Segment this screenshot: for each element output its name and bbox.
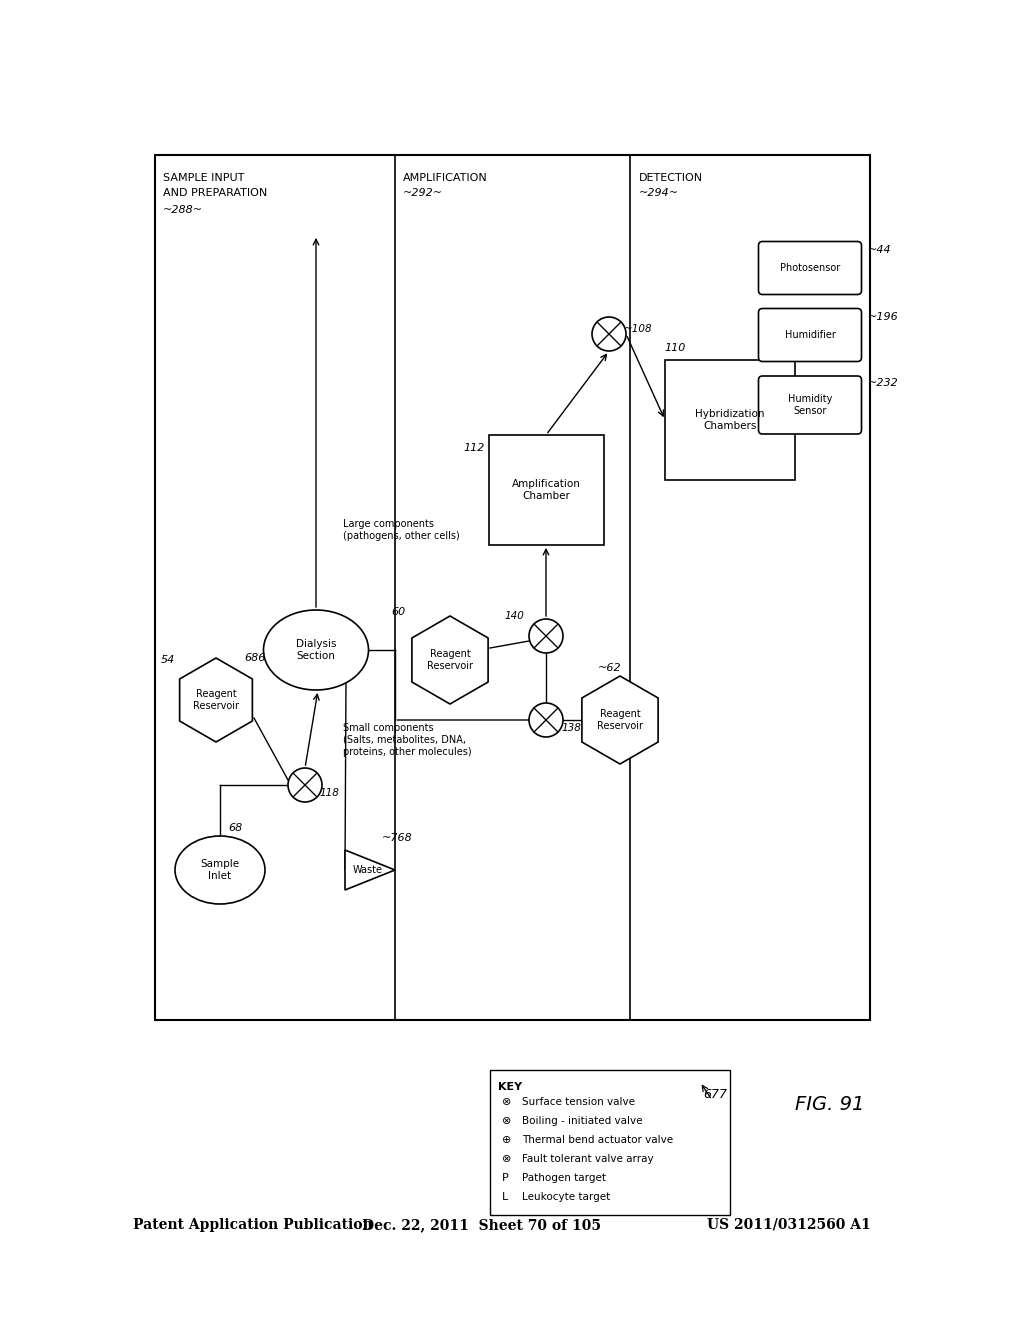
Text: Small components
(Salts, metabolites, DNA,
proteins, other molecules): Small components (Salts, metabolites, DN… — [343, 723, 472, 756]
FancyBboxPatch shape — [759, 309, 861, 362]
Text: 677: 677 — [703, 1089, 727, 1101]
Text: 68: 68 — [228, 822, 243, 833]
Text: Patent Application Publication: Patent Application Publication — [133, 1218, 373, 1232]
Text: KEY: KEY — [498, 1082, 522, 1092]
Text: ~288~: ~288~ — [163, 205, 203, 215]
Text: Hybridization
Chambers: Hybridization Chambers — [695, 409, 765, 430]
Text: Dialysis
Section: Dialysis Section — [296, 639, 336, 661]
Text: ~294~: ~294~ — [639, 187, 679, 198]
Text: 112: 112 — [463, 444, 484, 453]
Text: Large components
(pathogens, other cells): Large components (pathogens, other cells… — [343, 519, 460, 541]
Text: ~62: ~62 — [598, 663, 622, 673]
Ellipse shape — [263, 610, 369, 690]
Text: Surface tension valve: Surface tension valve — [522, 1097, 635, 1107]
Text: Humidity
Sensor: Humidity Sensor — [787, 395, 833, 416]
Text: Dec. 22, 2011  Sheet 70 of 105: Dec. 22, 2011 Sheet 70 of 105 — [361, 1218, 601, 1232]
Text: ⊗: ⊗ — [502, 1115, 511, 1126]
Text: Photosensor: Photosensor — [780, 263, 840, 273]
Text: FIG. 91: FIG. 91 — [796, 1096, 864, 1114]
Polygon shape — [345, 850, 395, 890]
Bar — [488, 436, 603, 545]
Circle shape — [529, 704, 563, 737]
Text: 60: 60 — [391, 607, 406, 616]
Text: ~232: ~232 — [868, 378, 899, 388]
Text: ~292~: ~292~ — [402, 187, 442, 198]
Polygon shape — [412, 616, 488, 704]
Text: 686: 686 — [244, 653, 265, 663]
Text: 110: 110 — [665, 343, 686, 352]
Text: Waste: Waste — [353, 865, 383, 875]
Text: US 2011/0312560 A1: US 2011/0312560 A1 — [707, 1218, 870, 1232]
Text: P: P — [502, 1173, 509, 1183]
Text: DETECTION: DETECTION — [639, 173, 702, 183]
Text: ~44: ~44 — [868, 246, 892, 255]
Bar — [490, 1071, 730, 1214]
Text: AND PREPARATION: AND PREPARATION — [163, 187, 267, 198]
Text: AMPLIFICATION: AMPLIFICATION — [402, 173, 487, 183]
Ellipse shape — [175, 836, 265, 904]
Circle shape — [288, 768, 322, 803]
Text: ~196: ~196 — [868, 312, 899, 322]
Circle shape — [592, 317, 626, 351]
Text: 118: 118 — [319, 788, 340, 799]
Text: Sample
Inlet: Sample Inlet — [201, 859, 240, 880]
Text: ~108: ~108 — [624, 323, 652, 334]
Text: Humidifier: Humidifier — [784, 330, 836, 341]
Text: ~768: ~768 — [382, 833, 413, 843]
Text: Reagent
Reservoir: Reagent Reservoir — [193, 689, 239, 710]
Text: Reagent
Reservoir: Reagent Reservoir — [597, 709, 643, 731]
Text: ⊗: ⊗ — [502, 1097, 511, 1107]
Text: ⊗: ⊗ — [502, 1154, 511, 1164]
Text: Boiling - initiated valve: Boiling - initiated valve — [522, 1115, 642, 1126]
Text: Pathogen target: Pathogen target — [522, 1173, 606, 1183]
Text: 138: 138 — [561, 723, 581, 733]
Text: Fault tolerant valve array: Fault tolerant valve array — [522, 1154, 653, 1164]
Text: ⊕: ⊕ — [502, 1135, 511, 1144]
Text: Leukocyte target: Leukocyte target — [522, 1192, 610, 1203]
Polygon shape — [179, 657, 252, 742]
Circle shape — [529, 619, 563, 653]
Text: Reagent
Reservoir: Reagent Reservoir — [427, 649, 473, 671]
Text: 54: 54 — [161, 655, 175, 665]
Text: L: L — [502, 1192, 508, 1203]
Bar — [665, 360, 795, 480]
Polygon shape — [582, 676, 658, 764]
Text: Amplification
Chamber: Amplification Chamber — [512, 479, 581, 500]
FancyBboxPatch shape — [759, 242, 861, 294]
FancyBboxPatch shape — [759, 376, 861, 434]
Text: Thermal bend actuator valve: Thermal bend actuator valve — [522, 1135, 673, 1144]
Text: 140: 140 — [504, 611, 524, 620]
Text: SAMPLE INPUT: SAMPLE INPUT — [163, 173, 245, 183]
